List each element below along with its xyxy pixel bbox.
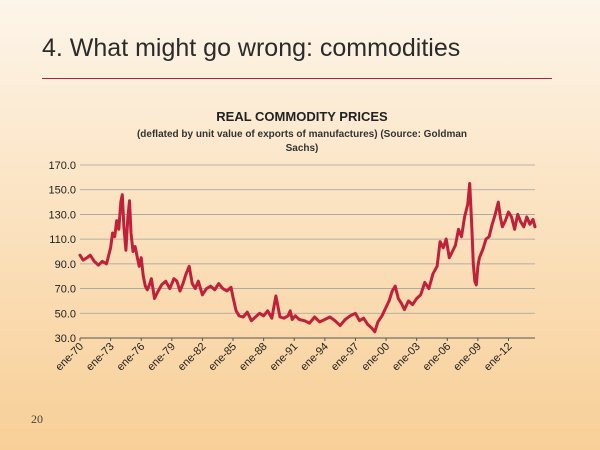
y-tick-label: 70.0 <box>55 284 76 296</box>
x-tick-label: ene-85 <box>206 341 239 374</box>
x-tick-label: ene-06 <box>421 341 454 374</box>
x-tick-label: ene-00 <box>359 341 392 374</box>
chart-subtitle-line-1: (deflated by unit value of exports of ma… <box>137 129 467 140</box>
x-tick-label: ene-73 <box>84 341 117 374</box>
x-tick-label: ene-12 <box>482 341 515 374</box>
y-tick-label: 30.0 <box>55 333 76 345</box>
x-tick-label: ene-82 <box>176 341 209 374</box>
series-line <box>78 182 537 334</box>
y-axis-tick-labels: 30.0 50.0 70.0 90.0 110.0 130.0 150.0 170.0 <box>48 160 76 345</box>
chart-subtitle-line-2: Sachs) <box>286 143 319 154</box>
x-tick-label: ene-97 <box>329 341 362 374</box>
axes <box>79 337 535 341</box>
y-tick-label: 150.0 <box>48 185 76 197</box>
y-tick-label: 50.0 <box>55 308 76 320</box>
y-tick-label: 110.0 <box>49 234 76 246</box>
x-tick-label: ene-79 <box>145 341 178 374</box>
x-tick-label: ene-94 <box>298 341 331 374</box>
series-layer <box>78 182 537 334</box>
x-axis-tick-labels: ene-70ene-73ene-76ene-79ene-82ene-85ene-… <box>53 341 514 374</box>
y-tick-label: 130.0 <box>48 209 76 221</box>
x-tick-label: ene-09 <box>451 341 484 374</box>
x-tick-label: ene-76 <box>115 341 148 374</box>
x-tick-label: ene-88 <box>237 341 270 374</box>
gridlines <box>80 164 535 314</box>
title-divider <box>42 78 552 79</box>
slide-title: 4. What might go wrong: commodities <box>42 34 461 62</box>
page-number: 20 <box>31 412 43 426</box>
y-tick-label: 170.0 <box>48 160 76 172</box>
y-tick-label: 90.0 <box>55 259 76 271</box>
chart-title: REAL COMMODITY PRICES <box>216 109 388 124</box>
x-tick-label: ene-70 <box>53 341 86 374</box>
x-tick-label: ene-91 <box>268 341 301 374</box>
x-tick-label: ene-03 <box>390 341 423 374</box>
